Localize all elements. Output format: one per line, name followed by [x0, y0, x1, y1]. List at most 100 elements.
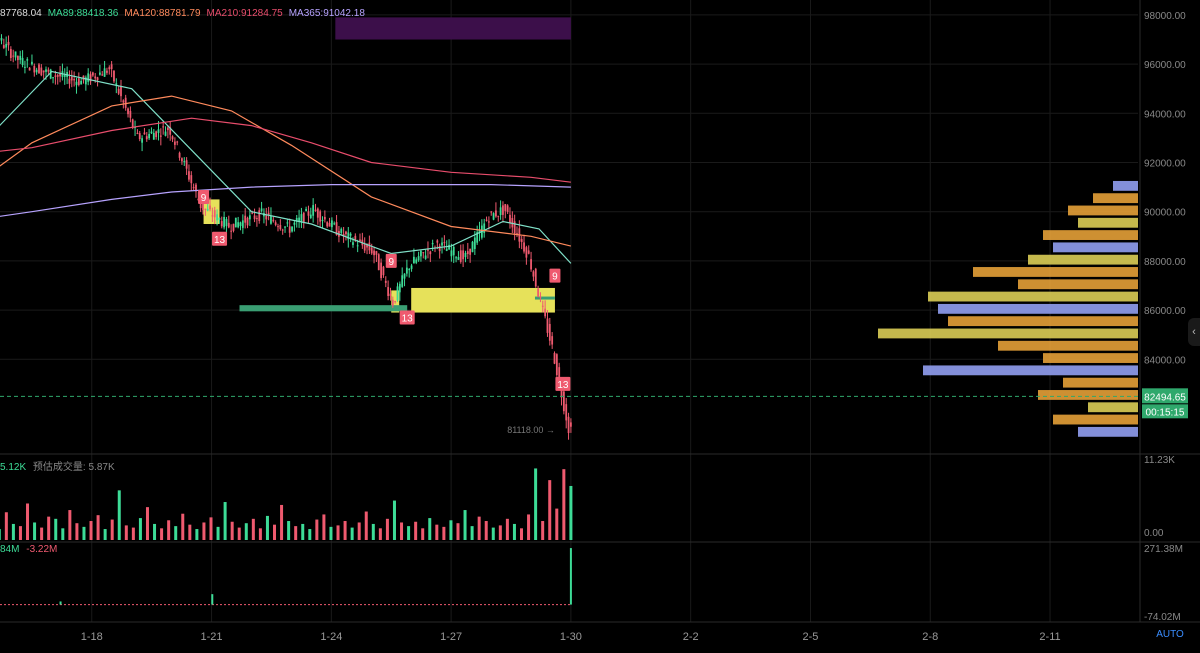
- candle-body: [399, 284, 401, 292]
- volume-bar: [541, 521, 544, 540]
- candle-body: [71, 77, 73, 81]
- volume-axis-top: 11.23K: [1144, 455, 1175, 466]
- volume-bar: [97, 515, 100, 540]
- candle-body: [474, 238, 476, 249]
- candle-body: [230, 231, 232, 232]
- profile-bar: [1063, 378, 1138, 388]
- auto-scale-button[interactable]: AUTO: [1150, 629, 1190, 643]
- candle-body: [540, 297, 542, 298]
- candle-body: [301, 214, 303, 222]
- ma-line-ma210: [0, 118, 571, 182]
- candle-body: [120, 87, 122, 96]
- candle-body: [181, 158, 183, 161]
- candle-body: [493, 213, 495, 220]
- cvd-axis-bottom: -74.02M: [1144, 612, 1181, 623]
- volume-bar: [499, 525, 502, 540]
- candle-body: [153, 133, 155, 140]
- volume-bar: [118, 490, 121, 540]
- volume-bar: [294, 526, 297, 540]
- volume-bar: [266, 516, 269, 540]
- profile-bar: [923, 365, 1138, 375]
- volume-bar: [0, 529, 1, 540]
- volume-bar: [139, 518, 142, 540]
- candle-body: [415, 259, 417, 262]
- volume-bar: [393, 501, 396, 540]
- volume-bar: [308, 529, 311, 540]
- volume-bar: [132, 528, 135, 540]
- candle-body: [390, 294, 392, 296]
- candle-body: [568, 417, 570, 433]
- volume-bar: [280, 505, 283, 540]
- candle-body: [380, 263, 382, 278]
- legend-ma210-value: 91284.75: [241, 8, 283, 19]
- candle-body: [319, 211, 321, 221]
- volume-bar: [344, 521, 347, 540]
- candle-body: [5, 44, 7, 48]
- collapse-panel-button[interactable]: ‹: [1188, 318, 1200, 346]
- time-axis-label: 1-30: [560, 631, 582, 643]
- candle-body: [486, 220, 488, 221]
- profile-bar: [1043, 353, 1138, 363]
- candle-body: [106, 71, 108, 73]
- candle-body: [411, 266, 413, 269]
- price-axis-label: 90000.00: [1144, 208, 1186, 219]
- profile-bar: [1038, 390, 1138, 400]
- candle-body: [265, 215, 267, 220]
- candle-body: [183, 161, 185, 162]
- candle-body: [312, 205, 314, 216]
- volume-bar: [562, 469, 565, 540]
- volume-profile: [878, 181, 1138, 437]
- candle-body: [525, 247, 527, 257]
- candle-body: [551, 336, 553, 344]
- candle-body: [251, 213, 253, 214]
- volume-bar: [188, 525, 191, 540]
- candle-body: [333, 223, 335, 224]
- candle-body: [507, 205, 509, 211]
- candle-body: [144, 133, 146, 135]
- profile-bar: [1028, 255, 1138, 265]
- candle-body: [533, 271, 535, 276]
- candle-body: [331, 220, 333, 227]
- ma-line-ma365: [0, 185, 571, 222]
- zone-yellow: [411, 288, 555, 313]
- volume-bar: [372, 524, 375, 540]
- volume-bar: [160, 528, 163, 540]
- profile-bar: [1018, 279, 1138, 289]
- candle-body: [422, 252, 424, 253]
- candle-body: [174, 142, 176, 145]
- time-axis-label: 2-5: [803, 631, 819, 643]
- candle-body: [460, 250, 462, 262]
- candle-body: [223, 217, 225, 227]
- price-axis-label: 98000.00: [1144, 11, 1186, 22]
- candle-body: [446, 249, 448, 251]
- candle-body: [92, 72, 94, 75]
- legend-ma365-label: MA365:: [289, 8, 323, 19]
- candle-body: [308, 211, 310, 215]
- candle-body: [118, 89, 120, 94]
- candle-body: [172, 136, 174, 139]
- candle-body: [8, 42, 10, 45]
- volume-bar: [259, 528, 262, 540]
- candle-body: [12, 56, 14, 57]
- candle-body: [420, 251, 422, 256]
- volume-bar: [252, 519, 255, 540]
- candle-body: [441, 243, 443, 246]
- candle-body: [272, 220, 274, 222]
- time-axis-label: 2-8: [922, 631, 938, 643]
- candle-body: [293, 223, 295, 225]
- zone-purple: [335, 17, 571, 39]
- price-axis-label: 92000.00: [1144, 159, 1186, 170]
- candle-body: [101, 74, 103, 75]
- candle-body: [310, 215, 312, 218]
- volume-bar: [12, 524, 15, 540]
- candle-body: [547, 318, 549, 332]
- candle-body: [235, 218, 237, 228]
- candle-body: [387, 287, 389, 296]
- volume-bar: [400, 522, 403, 540]
- volume-bar: [478, 517, 481, 540]
- profile-bar: [948, 316, 1138, 326]
- candle-body: [490, 212, 492, 213]
- low-price-marker: 81118.00 →: [507, 425, 555, 435]
